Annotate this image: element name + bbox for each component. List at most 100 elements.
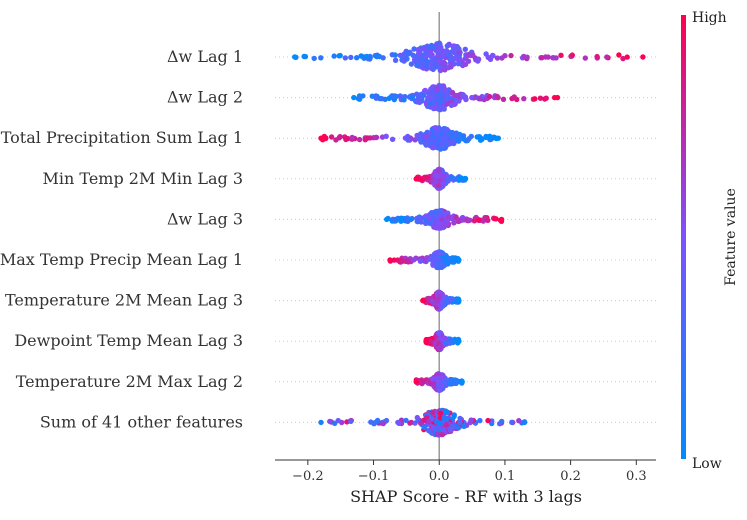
shap-point [356, 136, 363, 143]
shap-point [358, 53, 364, 59]
shap-point [470, 52, 476, 58]
shap-point [374, 417, 381, 424]
shap-point [443, 408, 449, 414]
shap-point [511, 94, 517, 100]
shap-point [335, 417, 341, 424]
shap-point [422, 174, 428, 181]
shap-point [521, 96, 527, 102]
shap-point [356, 94, 363, 100]
shap-point [445, 214, 452, 220]
shap-point [411, 257, 417, 263]
shap-point [463, 216, 470, 222]
colorbar-gradient [681, 15, 686, 459]
shap-point [447, 131, 454, 137]
shap-point [445, 260, 451, 266]
shap-point [383, 133, 389, 139]
shap-point [457, 175, 464, 182]
shap-point [456, 98, 462, 104]
shap-point [402, 218, 409, 224]
shap-point [422, 87, 428, 94]
shap-point [537, 95, 544, 101]
shap-point [407, 420, 413, 426]
shap-point [318, 419, 324, 426]
feature-label: Temperature 2M Max Lag 2 [16, 372, 243, 391]
shap-point [508, 52, 514, 59]
shap-point [443, 49, 449, 55]
shap-point [435, 379, 442, 385]
shap-point [437, 146, 444, 152]
shap-point [436, 177, 442, 183]
colorbar-title: Feature value [723, 188, 739, 286]
shap-point [430, 66, 436, 73]
shap-point [475, 56, 482, 62]
shap-point [457, 415, 463, 422]
feature-label: Δw Lag 1 [167, 47, 243, 66]
shap-point [390, 216, 396, 222]
shap-point [490, 53, 496, 59]
shap-point [408, 216, 414, 223]
shap-point [509, 419, 515, 425]
shap-point [345, 135, 351, 142]
shap-point [447, 427, 454, 433]
shap-point [493, 216, 499, 222]
shap-point [444, 101, 450, 107]
feature-label: Δw Lag 2 [167, 88, 243, 107]
shap-point [391, 257, 397, 263]
shap-point [401, 97, 407, 103]
shap-point [348, 418, 354, 424]
shap-point [395, 419, 401, 426]
shap-point [405, 51, 412, 57]
shap-point [436, 330, 442, 337]
shap-point [443, 299, 449, 306]
shap-point [448, 296, 454, 303]
shap-point [485, 217, 491, 223]
shap-point [414, 218, 420, 225]
shap-point [438, 374, 444, 381]
shap-point [453, 92, 460, 99]
x-tick-label: 0.0 [429, 469, 450, 484]
shap-point [404, 56, 410, 62]
shap-point [486, 93, 493, 100]
shap-point [439, 431, 445, 438]
shap-point [430, 132, 436, 139]
x-axis-title: SHAP Score - RF with 3 lags [350, 487, 582, 506]
shap-point [435, 173, 441, 179]
shap-point [380, 420, 386, 427]
shap-point [392, 57, 399, 63]
shap-point [499, 418, 505, 425]
shap-point [430, 410, 436, 416]
shap-point [494, 55, 501, 61]
shap-point [554, 94, 561, 101]
shap-point [450, 137, 456, 143]
shap-point [500, 96, 507, 103]
shap-point [434, 431, 441, 437]
shap-point [582, 55, 588, 61]
shap-point [426, 427, 432, 434]
shap-point [476, 96, 483, 102]
shap-point [421, 424, 428, 431]
shap-point [419, 138, 425, 144]
shap-point [468, 133, 474, 140]
shap-point [400, 258, 406, 264]
shap-point [425, 220, 432, 226]
shap-point [392, 52, 398, 58]
shap-point [469, 94, 475, 101]
shap-point [448, 56, 454, 62]
shap-point [435, 53, 441, 59]
shap-point [438, 87, 445, 93]
shap-point [435, 224, 441, 230]
shap-point [553, 55, 559, 61]
shap-point [351, 94, 357, 101]
shap-point [441, 139, 447, 145]
shap-point [373, 95, 379, 101]
shap-point [476, 134, 482, 140]
shap-point [461, 423, 467, 429]
colorbar-low-label: Low [692, 456, 722, 472]
shap-point [465, 51, 472, 58]
shap-point [444, 43, 450, 49]
shap-point [416, 50, 422, 56]
shap-point [318, 135, 324, 141]
shap-point [455, 425, 462, 431]
colorbar-high-label: High [692, 10, 727, 26]
shap-point [441, 61, 447, 67]
